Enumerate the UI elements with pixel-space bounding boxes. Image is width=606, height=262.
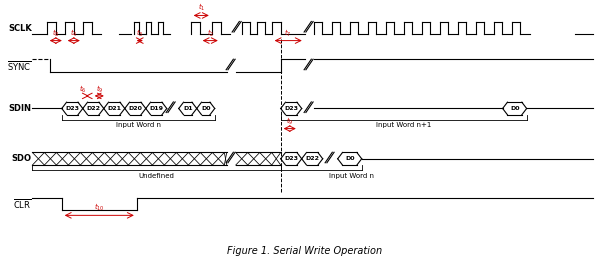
Text: Figure 1. Serial Write Operation: Figure 1. Serial Write Operation: [227, 245, 382, 256]
Text: $\overline{\rm CLR}$: $\overline{\rm CLR}$: [13, 197, 32, 211]
Text: D22: D22: [86, 106, 100, 111]
Text: D0: D0: [201, 106, 210, 111]
Text: $\overline{\rm SYNC}$: $\overline{\rm SYNC}$: [7, 59, 32, 73]
Text: D23: D23: [284, 106, 298, 111]
Text: SDIN: SDIN: [9, 104, 32, 113]
Text: t$_9$: t$_9$: [286, 116, 293, 127]
Text: t$_7$: t$_7$: [284, 28, 292, 39]
Text: D20: D20: [128, 106, 142, 111]
Text: t$_9$: t$_9$: [96, 84, 104, 95]
Text: t$_2$: t$_2$: [207, 28, 214, 39]
Text: SDO: SDO: [12, 154, 32, 163]
Text: D0: D0: [510, 106, 519, 111]
Text: t$_8$: t$_8$: [52, 28, 59, 39]
Text: t$_{10}$: t$_{10}$: [94, 202, 105, 213]
Text: D1: D1: [183, 106, 193, 111]
Text: Input Word n: Input Word n: [328, 173, 374, 179]
Text: D23: D23: [284, 156, 298, 161]
Text: D23: D23: [65, 106, 79, 111]
Text: t$_6$: t$_6$: [79, 84, 87, 95]
Text: t$_1$: t$_1$: [198, 2, 205, 13]
Text: SCLK: SCLK: [8, 24, 32, 32]
Text: t$_4$: t$_4$: [70, 28, 78, 39]
Text: D22: D22: [305, 156, 319, 161]
Text: Input Word n: Input Word n: [116, 122, 161, 128]
Text: Input Word n+1: Input Word n+1: [376, 122, 431, 128]
Text: D0: D0: [345, 156, 355, 161]
Text: D19: D19: [149, 106, 163, 111]
Text: D21: D21: [107, 106, 121, 111]
Text: t$_3$: t$_3$: [136, 28, 144, 39]
Text: Undefined: Undefined: [139, 173, 175, 179]
